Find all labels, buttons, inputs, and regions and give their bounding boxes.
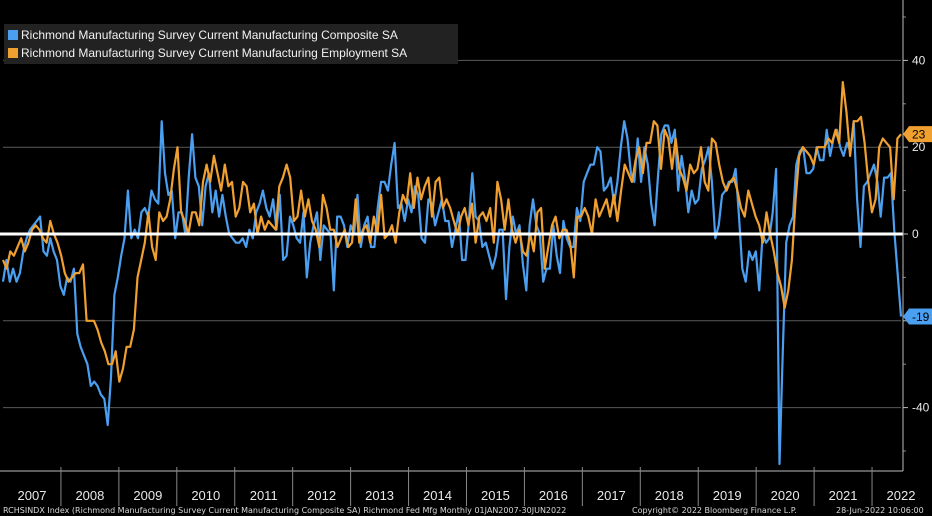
- x-tick-label: 2011: [250, 488, 278, 503]
- legend-swatch-employment: [8, 48, 18, 58]
- x-tick-label: 2016: [539, 488, 568, 503]
- x-tick-label: 2019: [713, 488, 742, 503]
- y-tick-label: 40: [912, 53, 926, 67]
- y-tick-label: 20: [912, 140, 926, 154]
- last-value-flag-employment: [903, 126, 932, 143]
- x-tick-label: 2012: [307, 488, 336, 503]
- x-tick-label: 2014: [423, 488, 452, 503]
- last-value-label-employment: 23: [912, 128, 926, 142]
- last-value-label-composite: -19: [912, 310, 930, 324]
- y-tick-label: 0: [912, 227, 919, 241]
- legend: Richmond Manufacturing Survey Current Ma…: [4, 24, 458, 64]
- series-layer: [0, 80, 903, 466]
- legend-label-employment: Richmond Manufacturing Survey Current Ma…: [21, 46, 408, 60]
- x-tick-label: 2013: [365, 488, 394, 503]
- footer-timestamp: 28-Jun-2022 10:06:00: [836, 506, 924, 515]
- x-tick-label: 2007: [18, 488, 47, 503]
- x-tick-label: 2020: [771, 488, 800, 503]
- x-tick-label: 2010: [191, 488, 220, 503]
- last-value-flag-composite: [903, 308, 932, 325]
- x-tick-label: 2015: [481, 488, 510, 503]
- footer-source: RCHSINDX Index (Richmond Manufacturing S…: [3, 506, 567, 515]
- x-tick-label: 2021: [829, 488, 858, 503]
- x-tick-label: 2009: [133, 488, 162, 503]
- x-tick-label: 2017: [597, 488, 626, 503]
- x-tick-label: 2008: [75, 488, 104, 503]
- x-tick-label: 2022: [887, 488, 916, 503]
- legend-label-composite: Richmond Manufacturing Survey Current Ma…: [21, 28, 398, 42]
- series-line-composite: [1, 120, 903, 466]
- footer-copyright: Copyright© 2022 Bloomberg Finance L.P.: [632, 506, 797, 515]
- legend-item-composite: Richmond Manufacturing Survey Current Ma…: [8, 27, 398, 43]
- legend-item-employment: Richmond Manufacturing Survey Current Ma…: [8, 45, 407, 61]
- footer: RCHSINDX Index (Richmond Manufacturing S…: [0, 506, 932, 516]
- legend-swatch-composite: [8, 30, 18, 40]
- x-tick-label: 2018: [655, 488, 684, 503]
- series-line-employment: [1, 80, 902, 383]
- y-tick-label: -40: [912, 401, 930, 415]
